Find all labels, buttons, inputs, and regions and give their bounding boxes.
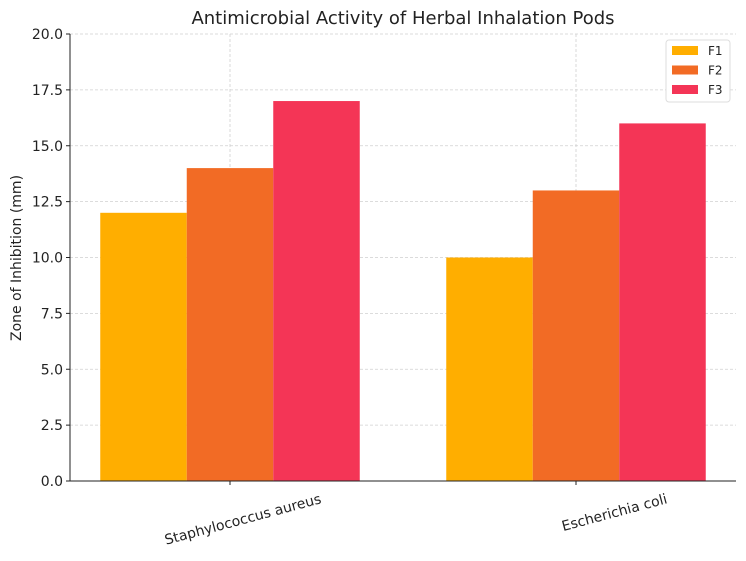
chart-title: Antimicrobial Activity of Herbal Inhalat… — [191, 8, 614, 29]
y-tick-label: 5.0 — [41, 362, 63, 378]
y-tick-label: 20.0 — [32, 27, 63, 43]
x-tick-label: Escherichia coli — [560, 491, 669, 535]
legend: F1 F2 F3 — [665, 39, 731, 103]
bar-f3 — [273, 101, 360, 482]
bar-f1 — [446, 257, 533, 481]
legend-swatch-f1 — [672, 46, 698, 55]
y-tick-label: 15.0 — [32, 139, 63, 155]
legend-label: F2 — [708, 64, 723, 78]
x-tick-label: Staphylococcus aureus — [163, 491, 323, 548]
legend-label: F1 — [708, 44, 723, 58]
y-tick-label: 2.5 — [41, 418, 63, 434]
bar-f2 — [186, 168, 274, 481]
y-tick-label: 0.0 — [41, 474, 63, 490]
legend-label: F3 — [708, 83, 723, 97]
y-tick-label: 10.0 — [32, 251, 63, 267]
y-tick-label: 7.5 — [41, 306, 63, 322]
bar-f3 — [619, 123, 706, 482]
legend-swatch-f3 — [672, 85, 698, 94]
y-tick-label: 12.5 — [32, 195, 63, 211]
legend-swatch-f2 — [672, 65, 698, 75]
y-axis-label: Zone of Inhibition (mm) — [9, 175, 25, 341]
bar-f2 — [532, 190, 620, 481]
bar-f1 — [100, 212, 187, 482]
bars — [100, 101, 706, 482]
y-tick-label: 17.5 — [32, 83, 63, 99]
